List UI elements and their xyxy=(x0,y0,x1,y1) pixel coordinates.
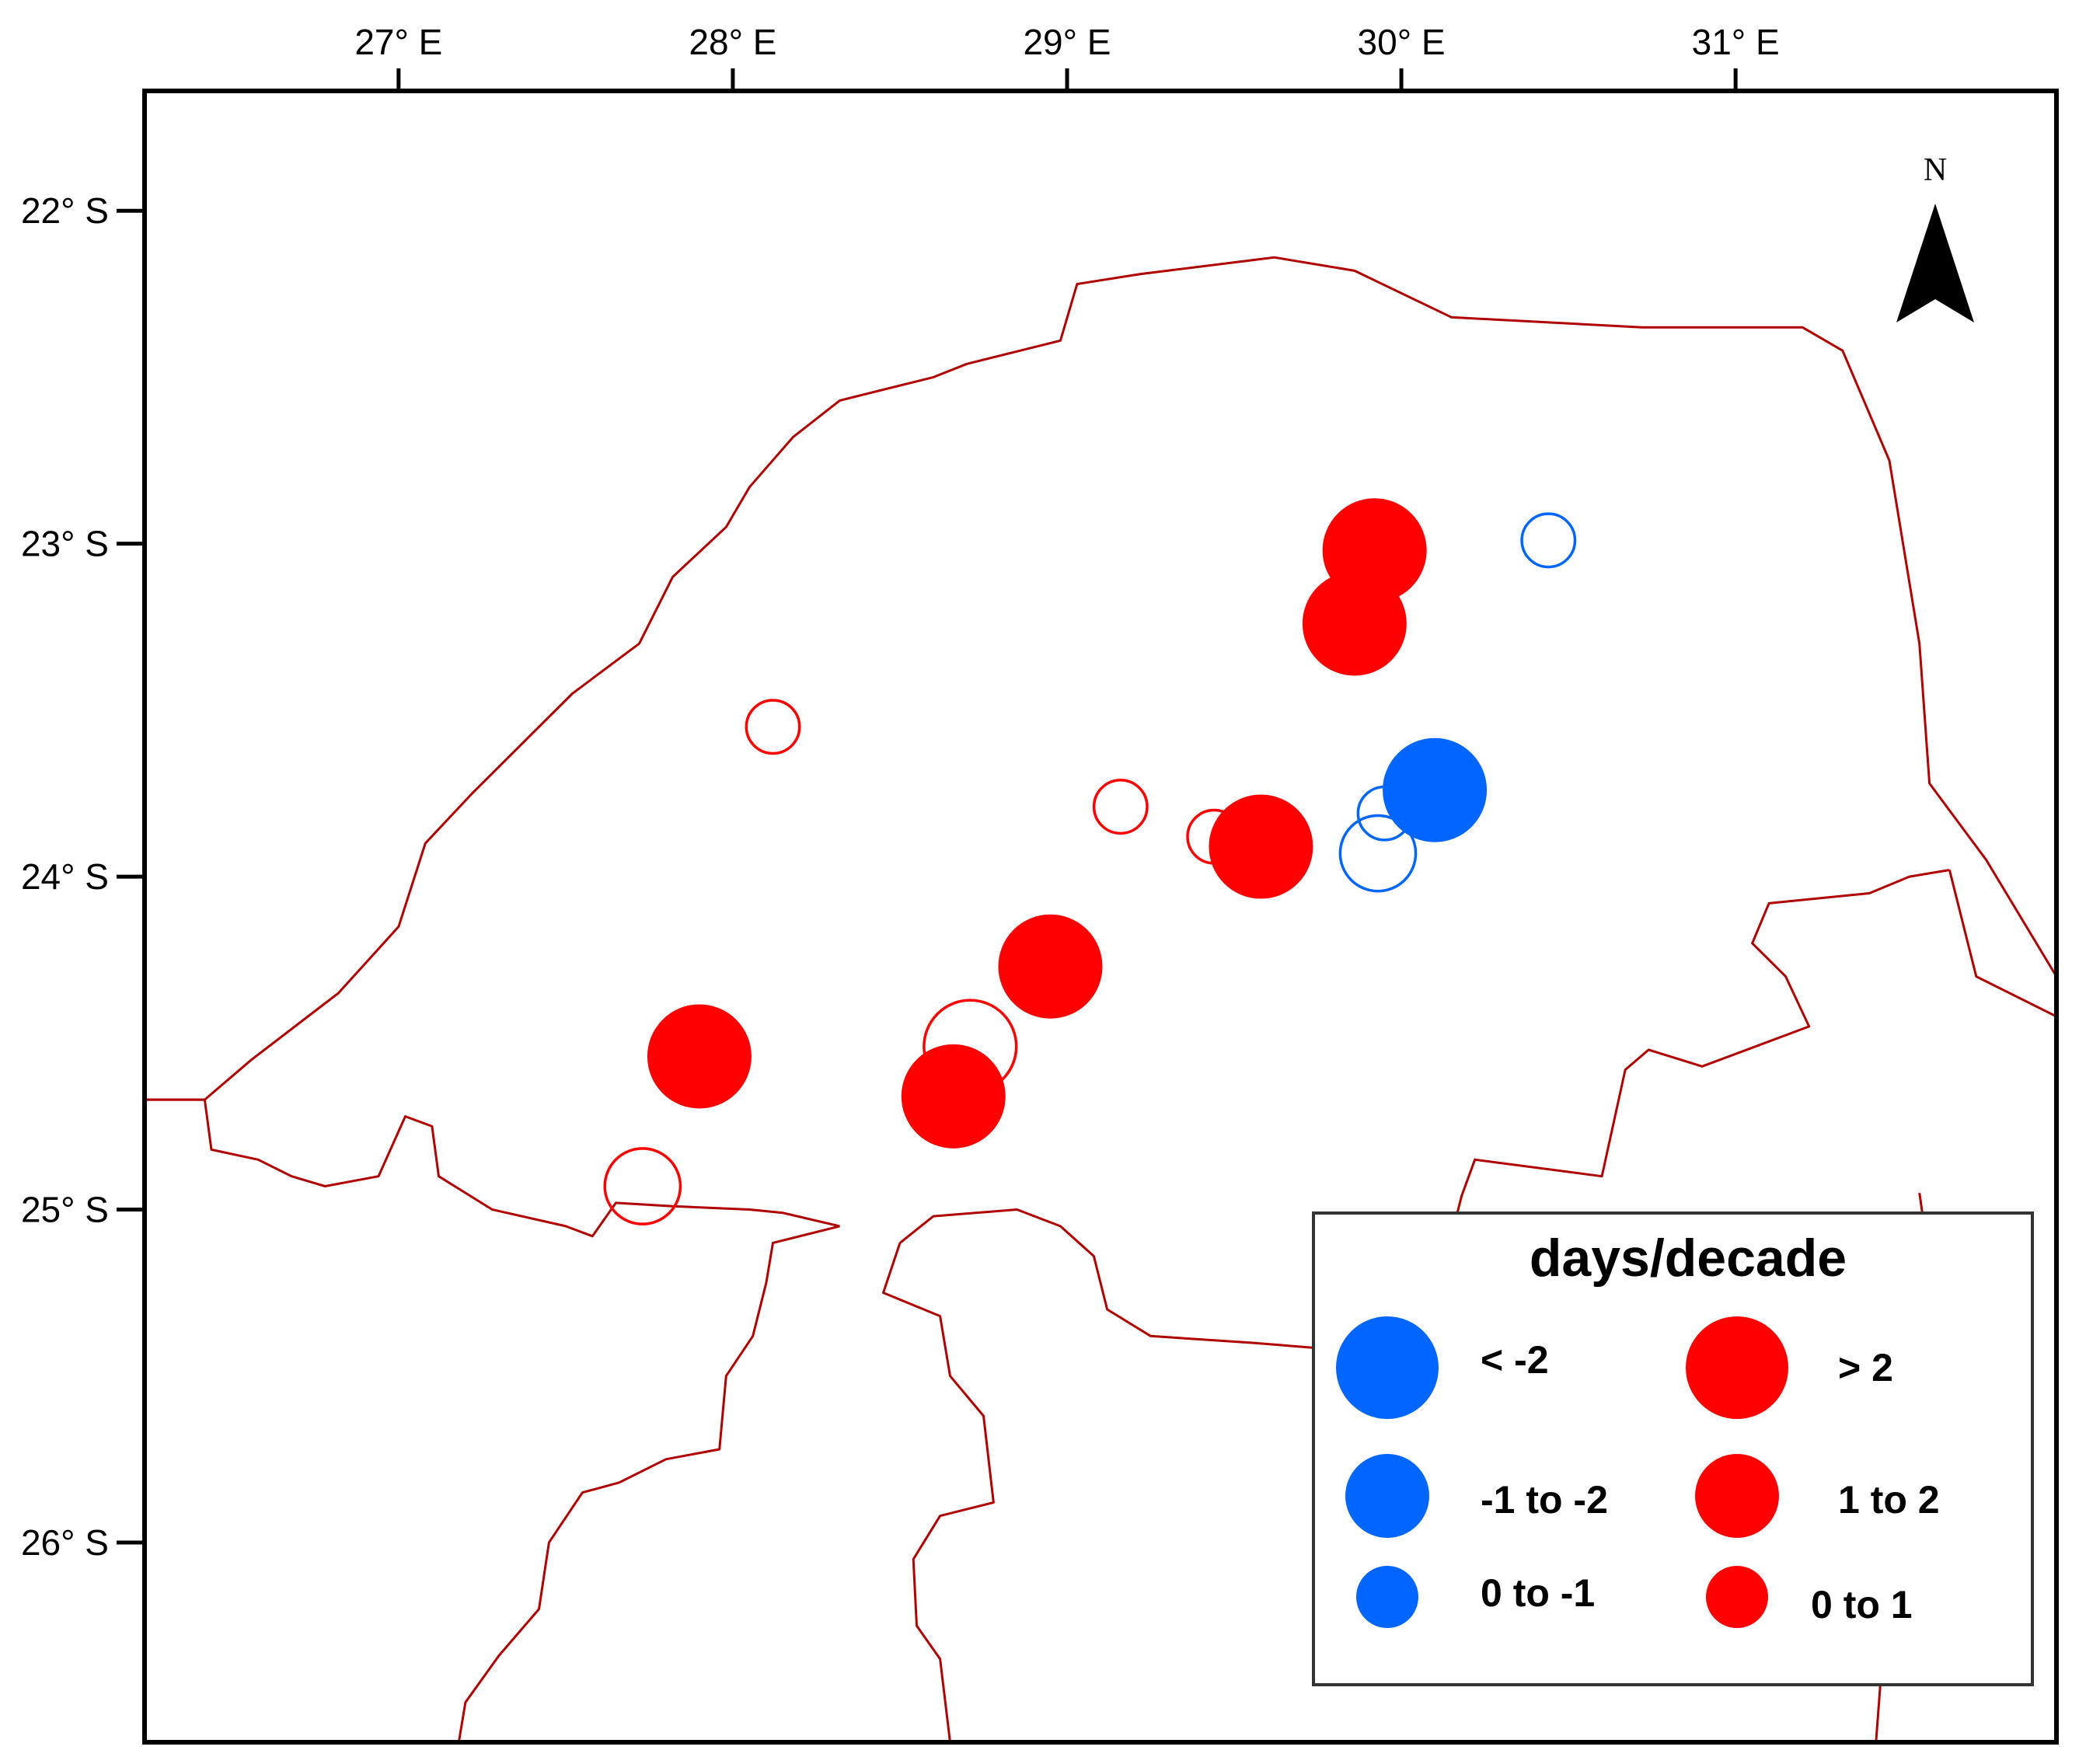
legend-swatch xyxy=(1356,1566,1418,1628)
y-tick-label: 23° S xyxy=(21,524,109,564)
legend-swatch xyxy=(1686,1316,1788,1419)
x-tick-label: 28° E xyxy=(689,22,776,62)
station-marker xyxy=(1302,571,1407,676)
north-arrow-icon xyxy=(1896,204,1974,322)
station-marker xyxy=(1356,785,1413,842)
station-marker xyxy=(647,1004,752,1109)
y-tick-label: 26° S xyxy=(21,1522,109,1563)
x-tick-label: 27° E xyxy=(354,22,442,62)
station-marker xyxy=(1092,779,1149,835)
x-tick-label: 31° E xyxy=(1692,22,1780,62)
station-marker xyxy=(1383,737,1488,842)
north-arrow: N xyxy=(1896,152,1974,322)
station-marker xyxy=(1338,814,1418,893)
legend-label: -1 to -2 xyxy=(1481,1478,1608,1522)
station-marker xyxy=(603,1147,682,1225)
graticule-ticks: 27° E 28° E 29° E 30° E 31° E 22° S 23° S 24° S… xyxy=(21,22,1780,1563)
legend-label: 0 to -1 xyxy=(1481,1571,1595,1615)
station-marker xyxy=(1209,794,1313,899)
north-arrow-label: N xyxy=(1924,152,1947,188)
legend-title: days/decade xyxy=(1530,1229,1847,1288)
station-marker xyxy=(1520,512,1577,569)
y-tick-label: 24° S xyxy=(21,856,109,897)
legend-entries: < -2 > 2 -1 to -2 1 to 2 0 to -1 0 to 1 xyxy=(1336,1316,1940,1628)
legend-label: 1 to 2 xyxy=(1838,1478,1940,1522)
boundary-line-inner-boundary-5 xyxy=(1948,870,2056,1018)
y-tick-label: 25° S xyxy=(21,1190,109,1230)
legend-label: > 2 xyxy=(1838,1346,1893,1389)
legend-label: < -2 xyxy=(1481,1338,1549,1382)
map-frame xyxy=(142,89,2059,1745)
station-marker xyxy=(998,914,1103,1019)
legend-box xyxy=(1312,1211,2034,1686)
station-marker xyxy=(745,699,801,755)
boundary-line-inner-boundary-4 xyxy=(882,1242,995,1742)
x-tick-label: 29° E xyxy=(1023,22,1111,62)
legend-swatch xyxy=(1345,1454,1429,1538)
station-marker xyxy=(901,1044,1006,1149)
station-markers xyxy=(603,498,1577,1225)
legend-label: 0 to 1 xyxy=(1811,1583,1913,1626)
legend-swatch xyxy=(1706,1566,1768,1628)
boundary-line-inner-boundary-3 xyxy=(457,1225,840,1742)
boundary-line-inner-boundary-2 xyxy=(899,869,1950,1351)
legend-swatch xyxy=(1336,1316,1439,1419)
boundary-line-inner-boundary-1 xyxy=(145,1098,840,1238)
legend-swatch xyxy=(1695,1454,1779,1538)
y-tick-label: 22° S xyxy=(21,190,109,231)
legend: days/decade < -2 > 2 -1 to -2 1 to 2 0 to -1… xyxy=(1312,1211,2034,1686)
boundary-line-outer-boundary xyxy=(145,256,2056,1101)
x-tick-label: 30° E xyxy=(1358,22,1446,62)
